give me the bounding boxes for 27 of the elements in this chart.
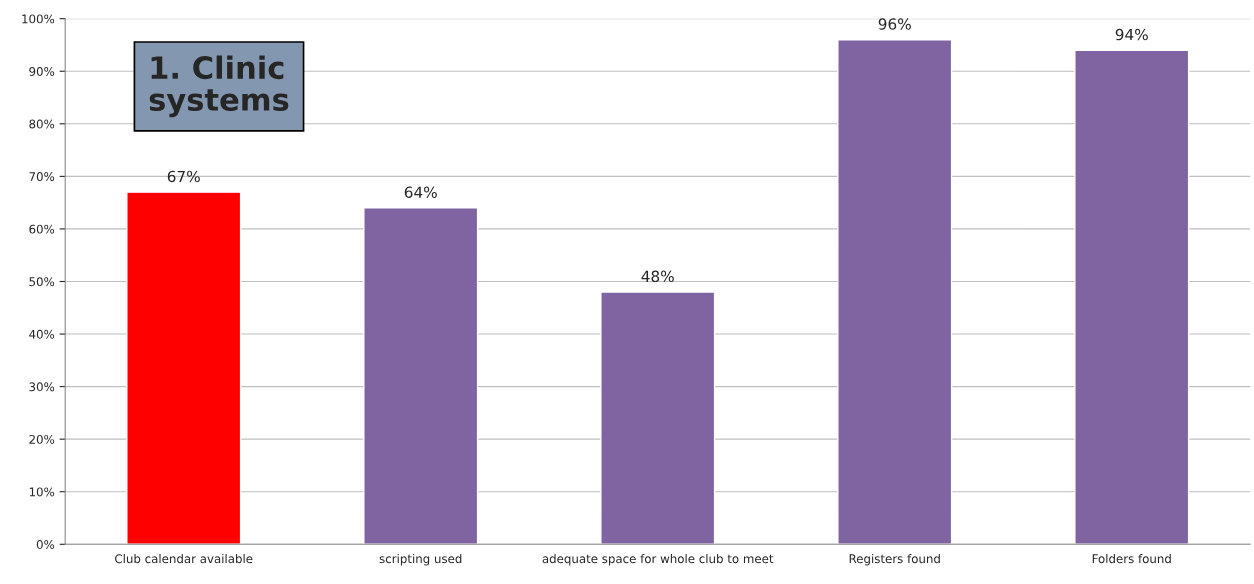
x-tick-label: Folders found [1092,554,1171,564]
y-tick-label: 100% [22,14,55,24]
bar [837,39,953,545]
bar [126,191,242,545]
data-label: 94% [1115,28,1148,41]
bar [600,291,716,545]
y-tick-label: 10% [29,487,55,497]
x-tick-label: scripting used [379,554,462,566]
y-tick-label: 20% [29,434,55,444]
y-tick-label: 80% [29,119,55,129]
bar [1074,49,1190,545]
data-label: 48% [641,270,674,283]
x-tick-label: adequate space for whole club to meet [542,554,774,566]
y-tick-label: 0% [36,540,55,549]
y-tick-label: 50% [29,277,55,287]
y-tick-label: 60% [29,224,55,234]
y-tick-label: 40% [29,329,55,339]
x-tick-label: Registers found [849,554,940,566]
annotation: 1. Clinic systems [149,55,289,118]
y-tick-label: 70% [29,172,55,182]
x-tick-label: Club calendar available [115,554,253,564]
data-label: 67% [167,170,200,183]
bar [363,207,479,545]
y-tick-label: 30% [29,382,55,392]
data-label: 64% [404,186,437,198]
y-tick-label: 90% [29,66,55,76]
data-label: 96% [878,18,911,30]
